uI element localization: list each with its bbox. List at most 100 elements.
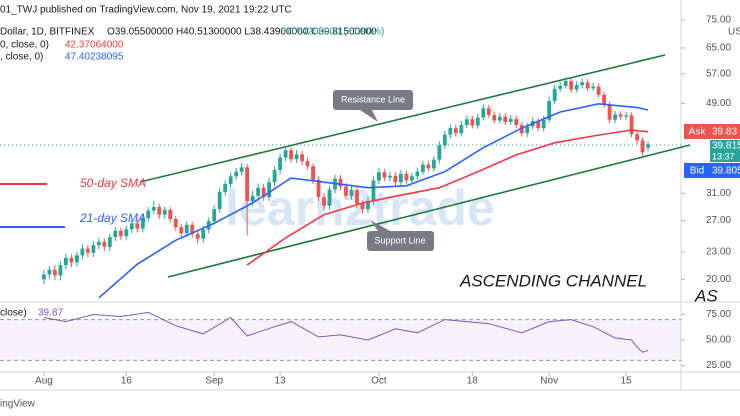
candle-body <box>514 118 519 126</box>
line <box>246 129 649 266</box>
candle-body <box>151 207 156 211</box>
y-tick-label: 49.00 <box>706 98 731 109</box>
timer: 13:37 <box>712 151 735 161</box>
candle-body <box>173 218 178 228</box>
candle-body <box>558 85 563 89</box>
candle-body <box>552 88 557 102</box>
candle-body <box>448 128 453 135</box>
candle-body <box>585 82 590 89</box>
candle-body <box>96 241 101 246</box>
candle-body <box>646 144 650 148</box>
sma21-value: 47.40238095 <box>65 52 124 63</box>
candle-body <box>184 224 189 234</box>
annotation: AS <box>694 286 718 305</box>
candle-body <box>113 230 118 238</box>
sma50-value: 42.37064000 <box>65 40 124 51</box>
candle-body <box>129 223 134 230</box>
x-tick-label: Nov <box>540 376 558 387</box>
candle-body <box>146 210 151 219</box>
candle-body <box>250 195 255 202</box>
candle-body <box>47 269 52 275</box>
candle-body <box>607 105 612 120</box>
candle-body <box>398 174 403 183</box>
x-tick-label: Aug <box>35 376 53 387</box>
y-tick-label: 25.00 <box>706 360 731 371</box>
candle-body <box>393 175 398 183</box>
x-tick-label: 15 <box>621 376 633 387</box>
bid: 39.805 <box>712 166 740 177</box>
candle-body <box>404 174 409 181</box>
sma50-label: 0, close, 0) <box>0 40 49 51</box>
sma-annotation: 21-day SMA <box>79 211 146 225</box>
candle-body <box>536 121 541 129</box>
candle-body <box>470 119 475 126</box>
candle-body <box>525 126 530 134</box>
candle-body <box>388 175 392 178</box>
candle-body <box>316 179 321 198</box>
y-tick-label: 57.00 <box>706 68 731 79</box>
line <box>43 311 649 353</box>
candle-body <box>377 172 381 181</box>
candle-body <box>245 167 250 202</box>
candle-body <box>492 114 497 121</box>
candle-body <box>624 115 629 117</box>
rsi-band <box>0 319 681 361</box>
ask: 39.83 <box>712 127 737 138</box>
candle-body <box>42 274 46 280</box>
candle-body <box>256 187 261 196</box>
candle-body <box>442 134 447 146</box>
candle-body <box>201 229 206 239</box>
y-tick-label: 27.00 <box>706 215 731 226</box>
candle-body <box>234 171 239 177</box>
candle-body <box>486 108 491 115</box>
candle-body <box>503 116 508 122</box>
last-price: 39.815 <box>712 141 740 152</box>
candle-body <box>239 167 244 172</box>
x-tick-label: Sep <box>205 376 223 387</box>
candle-body <box>157 207 162 215</box>
candle-body <box>140 218 145 229</box>
candle-body <box>283 150 288 158</box>
candle-body <box>179 227 184 234</box>
candle-body <box>563 81 568 86</box>
annotation: ASCENDING CHANNEL <box>459 271 647 290</box>
candle-body <box>541 119 546 129</box>
candle-body <box>272 170 277 183</box>
candle-body <box>212 209 217 222</box>
support-line <box>167 144 691 278</box>
publisher: 01_TWJ published on TradingView.com, Nov… <box>0 5 292 16</box>
candle-body <box>322 197 326 206</box>
candle-body <box>52 269 57 276</box>
candle-body <box>591 86 596 89</box>
candle-body <box>289 150 293 160</box>
candle-body <box>305 161 310 167</box>
candle-body <box>360 203 365 210</box>
candle-body <box>547 101 552 120</box>
candle-body <box>349 190 354 196</box>
symbol: Dollar, 1D, BITFINEX <box>0 27 95 38</box>
candle-body <box>635 134 639 141</box>
x-tick-label: 18 <box>467 376 479 387</box>
candle-body <box>327 189 332 206</box>
candle-body <box>168 209 173 219</box>
candle-body <box>102 241 107 247</box>
candle-body <box>426 164 431 169</box>
y-tick-label: 65.00 <box>706 43 731 54</box>
rsi-last: 39.87 <box>38 308 63 319</box>
sma21-label: , close, 0) <box>0 52 43 63</box>
candle-body <box>420 164 425 172</box>
candle-body <box>74 255 79 263</box>
ask-label: Ask <box>689 127 707 138</box>
y-tick-label: 75.00 <box>706 309 731 320</box>
candle-body <box>481 108 486 118</box>
candle-body <box>640 140 645 153</box>
candle-body <box>475 117 480 126</box>
candle-body <box>135 223 140 229</box>
bid-label: Bid <box>690 166 704 177</box>
candle-body <box>195 233 200 239</box>
candle-body <box>338 178 343 187</box>
annotation: Support Line <box>374 235 425 245</box>
candle-body <box>278 157 283 171</box>
